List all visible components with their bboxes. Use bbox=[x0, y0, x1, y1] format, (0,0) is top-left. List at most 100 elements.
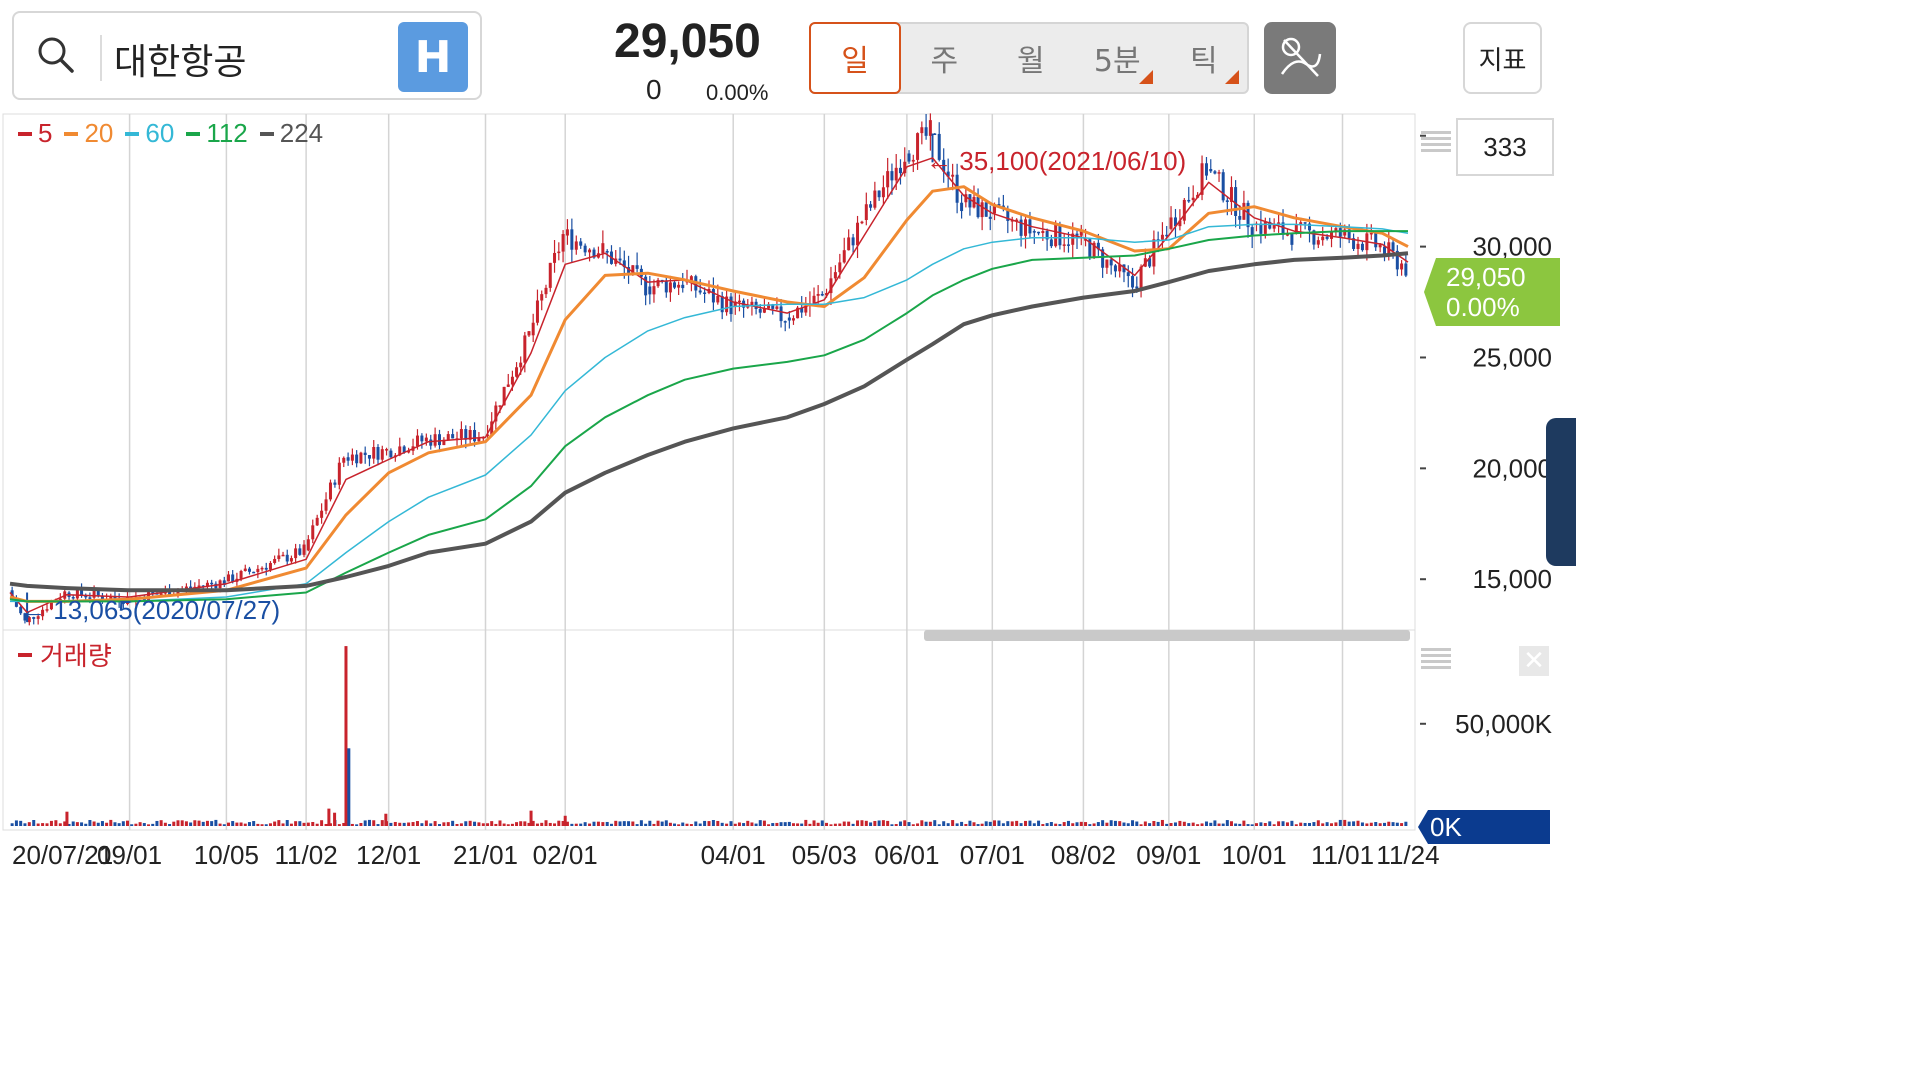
volume-bar bbox=[746, 820, 750, 826]
current-price-tag-value: 29,050 bbox=[1446, 262, 1526, 292]
candle-body bbox=[997, 204, 1001, 206]
volume-bar bbox=[955, 823, 959, 826]
legend-ma224[interactable]: 224 bbox=[259, 118, 323, 149]
legend-ma112[interactable]: 112 bbox=[186, 118, 248, 149]
candle-body bbox=[1118, 264, 1122, 272]
candle-body bbox=[618, 258, 622, 261]
volume-bar bbox=[1037, 820, 1041, 826]
legend-ma60[interactable]: 60 bbox=[125, 118, 174, 149]
volume-bar bbox=[151, 823, 155, 826]
volume-bar bbox=[565, 821, 569, 826]
current-price-tag-pct: 0.00% bbox=[1446, 292, 1520, 322]
h-badge-button[interactable]: H bbox=[398, 22, 468, 92]
volume-bar bbox=[729, 821, 733, 826]
tab-tick[interactable]: 틱 bbox=[1161, 24, 1248, 92]
volume-bar bbox=[1113, 820, 1117, 826]
volume-bar bbox=[113, 822, 117, 826]
volume-bar bbox=[942, 821, 946, 826]
volume-bar bbox=[142, 823, 146, 826]
tab-daily[interactable]: 일 bbox=[809, 22, 901, 94]
candle-body bbox=[1325, 236, 1329, 239]
ma-line-224 bbox=[9, 251, 1409, 593]
volume-bar bbox=[1290, 820, 1294, 826]
volume-bar bbox=[1250, 824, 1254, 826]
chart-scrollbar[interactable] bbox=[924, 630, 1410, 641]
legend-ma20[interactable]: 20 bbox=[64, 118, 113, 149]
drawing-tool-button[interactable] bbox=[1264, 22, 1336, 94]
candle-body bbox=[993, 204, 997, 214]
stock-search-box[interactable]: 대한항공 H bbox=[12, 11, 482, 100]
volume-bar bbox=[92, 821, 96, 826]
legend-ma5[interactable]: 5 bbox=[18, 118, 52, 149]
volume-bar bbox=[424, 820, 428, 826]
volume-swatch bbox=[18, 652, 32, 657]
volume-bar bbox=[71, 821, 75, 826]
volume-bar bbox=[937, 824, 941, 826]
candle-body bbox=[920, 127, 924, 134]
candle-body bbox=[415, 435, 419, 447]
volume-bar bbox=[1152, 820, 1156, 826]
tab-monthly[interactable]: 월 bbox=[1016, 44, 1045, 79]
volume-bar bbox=[968, 820, 972, 826]
candle-body bbox=[1263, 221, 1267, 234]
volume-bar bbox=[367, 819, 371, 826]
candle-body bbox=[92, 590, 96, 598]
volume-pane-menu-icon[interactable] bbox=[1421, 648, 1451, 670]
candle-body bbox=[260, 567, 264, 570]
dropdown-corner-icon bbox=[1225, 70, 1239, 84]
candle-body bbox=[933, 133, 937, 136]
volume-bar bbox=[737, 822, 741, 826]
candle-body bbox=[1169, 217, 1173, 229]
ma-line-20 bbox=[9, 185, 1409, 603]
candle-body bbox=[1360, 243, 1364, 251]
volume-bar bbox=[592, 821, 596, 826]
volume-bar bbox=[172, 821, 176, 826]
candle-body bbox=[847, 237, 851, 251]
volume-bar bbox=[720, 822, 724, 826]
volume-bar bbox=[1143, 821, 1147, 826]
price-pane-menu-icon[interactable] bbox=[1421, 131, 1451, 153]
volume-bar bbox=[49, 820, 53, 826]
candle-body bbox=[860, 221, 864, 224]
volume-bar bbox=[1096, 822, 1100, 826]
close-volume-pane-icon[interactable]: ✕ bbox=[1519, 646, 1549, 676]
volume-bar bbox=[860, 820, 864, 826]
x-tick-label: 20/07/21 bbox=[12, 840, 113, 870]
search-icon[interactable] bbox=[36, 35, 76, 75]
tab-5min[interactable]: 5분 bbox=[1074, 24, 1161, 92]
volume-spike bbox=[344, 646, 348, 826]
candle-body bbox=[80, 588, 84, 595]
visible-count-box[interactable]: 333 bbox=[1456, 118, 1554, 176]
volume-bar bbox=[523, 821, 527, 826]
volume-bar bbox=[829, 824, 833, 826]
volume-bar bbox=[1225, 820, 1229, 826]
volume-bar bbox=[468, 820, 472, 826]
volume-bar bbox=[685, 823, 689, 826]
candle-body bbox=[570, 229, 574, 250]
candle-body bbox=[605, 251, 609, 253]
volume-bar bbox=[851, 823, 855, 826]
volume-bar bbox=[1118, 821, 1122, 826]
volume-bar bbox=[703, 820, 707, 826]
candle-body bbox=[1299, 222, 1303, 225]
candle-body bbox=[561, 234, 565, 252]
stock-name[interactable]: 대한항공 bbox=[114, 42, 247, 83]
volume-bar bbox=[1246, 824, 1250, 826]
candle-body bbox=[652, 286, 656, 295]
indicator-button[interactable]: 지표 bbox=[1463, 22, 1542, 94]
tab-weekly[interactable]: 주 bbox=[930, 44, 959, 79]
volume-bar bbox=[1391, 822, 1395, 826]
volume-bar bbox=[189, 822, 193, 826]
side-panel-handle[interactable] bbox=[1546, 418, 1576, 566]
volume-bar bbox=[1178, 820, 1182, 826]
volume-bar bbox=[1347, 821, 1351, 826]
volume-bar bbox=[1316, 820, 1320, 826]
candle-body bbox=[588, 249, 592, 253]
volume-bar bbox=[601, 822, 605, 826]
volume-bar bbox=[548, 822, 552, 826]
volume-bar bbox=[1006, 821, 1010, 826]
candle-body bbox=[928, 120, 932, 136]
candle-body bbox=[1066, 244, 1070, 246]
candle-body bbox=[796, 307, 800, 319]
volume-bar bbox=[407, 822, 411, 826]
